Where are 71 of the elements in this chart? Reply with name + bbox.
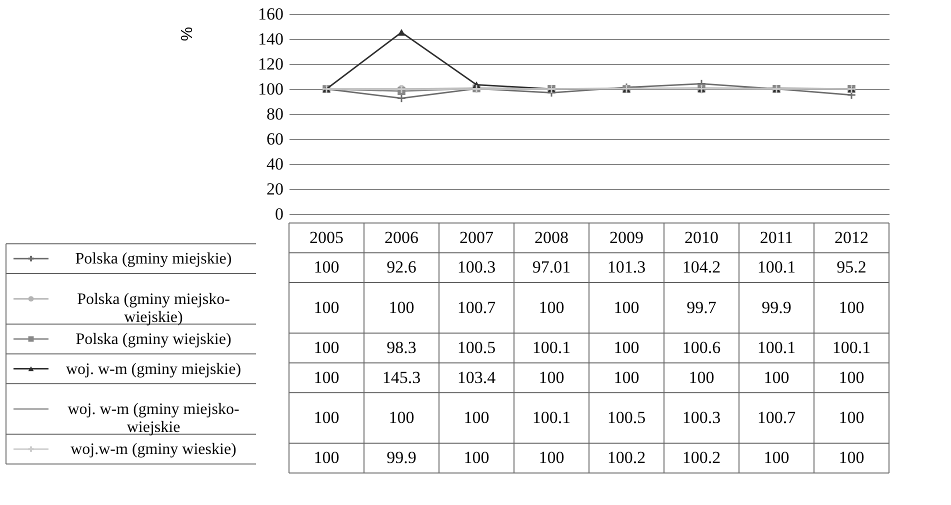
data-label: 100.1 [532, 408, 571, 427]
data-label: 100 [764, 448, 790, 468]
x-tick-label: 2012 [834, 228, 868, 247]
y-tick-label: 80 [266, 104, 284, 124]
data-label: 100.3 [457, 258, 496, 277]
data-label: 100 [614, 338, 640, 357]
data-label: 99.9 [762, 298, 792, 317]
y-tick-label: 140 [258, 30, 284, 48]
x-tick-label: 2006 [384, 228, 418, 247]
x-tick-label: 2011 [760, 228, 794, 247]
data-label: 100.7 [757, 408, 796, 427]
data-label: 100.7 [457, 298, 496, 317]
x-tick-label: 2007 [460, 228, 494, 247]
data-label: 100.1 [532, 338, 571, 357]
y-tick-label: 20 [266, 180, 284, 198]
data-label: 100 [838, 408, 864, 427]
data-label: 100 [314, 408, 340, 427]
data-label: 100 [614, 298, 640, 317]
legend-label: Polska (gminy miejsko-wiejskie) [77, 290, 230, 326]
x-tick-label: 2010 [684, 228, 718, 247]
data-label: 100 [838, 298, 864, 317]
y-tick-label: 160 [258, 4, 284, 24]
data-label: 100.2 [682, 448, 721, 468]
legend-label: woj. w-m (gminy miejskie) [66, 360, 242, 378]
data-label: 100 [614, 368, 640, 387]
data-label: 100 [764, 368, 790, 387]
data-label: 100 [314, 368, 340, 387]
data-label: 100 [538, 368, 564, 387]
data-label: 92.6 [386, 258, 416, 277]
y-tick-label: 100 [258, 80, 284, 98]
x-tick-label: 2005 [310, 228, 344, 247]
data-label: 100 [538, 448, 564, 468]
data-label: 100.6 [682, 338, 721, 357]
data-label: 100 [838, 368, 864, 387]
y-tick-label: 60 [266, 130, 284, 148]
data-label: 100.5 [607, 408, 646, 427]
data-label: 100.5 [457, 338, 496, 357]
legend-label: woj.w-m (gminy wieskie) [70, 441, 236, 458]
data-label: 100 [388, 408, 414, 427]
data-label: 100 [838, 448, 864, 468]
data-label: 100.2 [607, 448, 646, 468]
y-tick-label: 120 [258, 54, 284, 74]
data-label: 100.1 [757, 338, 796, 357]
y-axis-title: % [177, 26, 194, 42]
data-label: 100 [464, 448, 490, 468]
data-label: 98.3 [386, 338, 416, 357]
x-tick-label: 2009 [610, 228, 644, 247]
data-label: 100 [538, 298, 564, 317]
data-label: 97.01 [532, 258, 571, 277]
data-label: 103.4 [457, 368, 496, 387]
x-tick-label: 2008 [534, 228, 568, 247]
data-label: 99.9 [386, 448, 416, 468]
data-label: 100 [464, 408, 490, 427]
data-label: 100 [314, 258, 340, 277]
data-label: 101.3 [607, 258, 646, 277]
data-label: 100.1 [832, 338, 871, 357]
data-label: 100 [314, 298, 340, 317]
data-label: 100.3 [682, 408, 721, 427]
legend-label: Polska (gminy miejskie) [75, 250, 232, 268]
data-label: 100 [314, 448, 340, 468]
legend-label: Polska (gminy wiejskie) [76, 331, 232, 348]
data-label: 100 [688, 368, 714, 387]
data-label: 145.3 [382, 368, 421, 387]
data-label: 100.1 [757, 258, 796, 277]
y-tick-label: 40 [266, 154, 284, 174]
data-label: 95.2 [836, 258, 866, 277]
data-label: 100 [388, 298, 414, 317]
data-label: 104.2 [682, 258, 721, 277]
y-tick-label: 0 [275, 204, 284, 224]
data-label: 99.7 [686, 298, 717, 317]
data-label: 100 [314, 338, 340, 357]
